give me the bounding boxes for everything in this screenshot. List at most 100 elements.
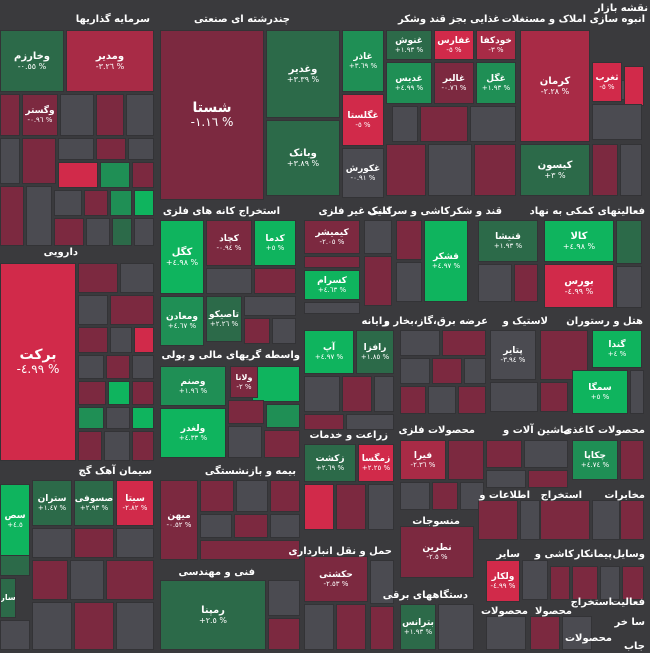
stock-tile[interactable]: وخارزم -٠.٥٥ % <box>0 30 64 92</box>
stock-tile[interactable]: ولکار -٤.٩٩ % <box>486 560 520 602</box>
stock-tile[interactable]: میهن -٠.٥٢ % <box>160 480 198 560</box>
stock-tile[interactable]: ولغدر +٤.٣٣ % <box>160 408 226 458</box>
stock-tile[interactable]: سص +٤.٥ <box>0 484 30 556</box>
heatmap-block <box>528 470 568 488</box>
stock-change: +٣.٣٩ % <box>286 75 320 85</box>
stock-tile[interactable]: کیسون +٣ % <box>520 144 590 196</box>
heatmap-block <box>60 94 94 136</box>
heatmap-block <box>616 266 642 308</box>
sector-label: مخابرات <box>604 490 645 501</box>
heatmap-block <box>428 386 456 414</box>
stock-tile[interactable]: برکت -٤.٩٩ % <box>0 263 76 461</box>
heatmap-block <box>0 94 20 136</box>
stock-symbol: صسوفی <box>74 493 114 504</box>
heatmap-block <box>400 330 440 356</box>
stock-tile[interactable]: غگل +١.٩٣ % <box>476 62 516 104</box>
heatmap-block <box>134 190 154 216</box>
stock-change: -٠.٩١ % <box>350 174 376 183</box>
stock-tile[interactable]: نطرین -٢.٥ % <box>400 526 474 578</box>
sector-label: محصولات کاغذی <box>563 425 645 436</box>
stock-tile[interactable]: آپ +٤.٩٧ % <box>304 330 354 374</box>
heatmap-block <box>22 138 56 184</box>
stock-tile[interactable]: ومدیر -٣.٢٦ % <box>66 30 154 92</box>
stock-tile[interactable]: ثغرب -٥ % <box>592 62 622 102</box>
stock-tile[interactable]: بترانس +١.٩٣ % <box>400 604 436 650</box>
stock-tile[interactable]: کسرام +٤.٦٣ % <box>304 270 360 300</box>
stock-tile[interactable]: ولانا -٢ % <box>230 366 258 398</box>
stock-tile[interactable]: کرمان -٢.٢٨ % <box>520 30 590 142</box>
stock-tile[interactable]: صسوفی +٢.٩٣ % <box>74 480 114 526</box>
heatmap-block <box>116 602 154 650</box>
stock-tile[interactable]: وصنم +١.٩٦ % <box>160 366 226 406</box>
stock-tile[interactable]: فیرا -٢.٣٦ % <box>400 440 446 480</box>
stock-tile[interactable]: تاصیکو +٢.٢٦ % <box>206 296 242 342</box>
stock-symbol: کرمان <box>539 75 571 87</box>
stock-symbol: شستا <box>192 100 232 117</box>
stock-change: -٥ % <box>599 83 615 92</box>
stock-symbol: بورس <box>564 275 594 287</box>
heatmap-block <box>106 560 154 600</box>
stock-tile[interactable]: سمگا +٥ % <box>572 370 628 414</box>
heatmap-block <box>70 560 104 600</box>
stock-symbol: وغدیر <box>288 63 318 75</box>
stock-tile[interactable]: زمگسا +٢.٢٥ % <box>358 444 394 482</box>
stock-tile[interactable]: کگل +٤.٩٨ % <box>160 220 204 294</box>
stock-tile[interactable]: چکاپا +٤.٧٤ % <box>572 440 618 480</box>
stock-symbol: فیرا <box>413 450 433 461</box>
stock-tile[interactable]: غالبر -٠.٧٦ % <box>434 62 474 104</box>
stock-tile[interactable]: سیتا -٢.٨٢ % <box>116 480 154 526</box>
stock-tile[interactable]: پتایر -٣.٩٤ % <box>490 330 536 380</box>
stock-tile[interactable]: غنوش +١.٩٣ % <box>386 30 432 60</box>
heatmap-block <box>470 106 516 142</box>
sector-label: کانی غیر فلزی <box>318 206 392 217</box>
stock-tile[interactable]: گندا +٤ % <box>592 330 642 368</box>
stock-tile[interactable]: ومعادن +٤.٦٧ % <box>160 296 204 346</box>
stock-symbol: حکشتی <box>319 569 353 580</box>
stock-change: +٤ % <box>607 350 627 359</box>
stock-tile[interactable]: غگلستا -٥ % <box>342 94 384 146</box>
stock-tile[interactable]: رمپنا +٢.٥ % <box>160 580 266 650</box>
stock-change: -١.١٦ % <box>190 115 234 130</box>
stock-tile[interactable]: بورس -٤.٩٩ % <box>544 264 614 308</box>
stock-change: -٣.٩٤ % <box>500 356 526 365</box>
stock-symbol: زکشت <box>315 453 345 464</box>
stock-tile[interactable]: کالا +٤.٩٨ % <box>544 220 614 262</box>
stock-tile[interactable]: کچاد -٠.٩٤ % <box>206 220 252 266</box>
heatmap-block <box>54 218 84 246</box>
stock-symbol: کیمیشر <box>315 227 349 238</box>
stock-tile[interactable]: قنیشا +١.٩٣ % <box>478 220 538 262</box>
stock-tile[interactable]: سار <box>0 578 16 618</box>
stock-tile[interactable]: غفارس -٥ % <box>434 30 474 60</box>
heatmap-block <box>78 263 118 293</box>
stock-tile[interactable]: قشکر +٤.٩٧ % <box>424 220 468 302</box>
sector-label: سا خر <box>614 617 646 628</box>
heatmap-block <box>364 256 392 306</box>
stock-tile[interactable]: وغدیر +٣.٣٩ % <box>266 30 340 118</box>
stock-tile[interactable]: خودکفا -٣ % <box>476 30 516 60</box>
heatmap-block <box>432 482 458 510</box>
heatmap-block <box>0 138 20 184</box>
stock-tile[interactable]: غکورش -٠.٩١ % <box>342 148 384 198</box>
stock-tile[interactable]: حکشتی -٢.٥٣ % <box>304 556 368 602</box>
stock-tile[interactable]: غدیس +٤.٩٩ % <box>386 62 432 104</box>
stock-symbol: غالبر <box>442 73 466 84</box>
stock-tile[interactable]: رافزا +١.٨٥ % <box>356 330 394 374</box>
stock-tile[interactable]: کیمیشر -٢.٠٥ % <box>304 220 360 254</box>
heatmap-block <box>448 440 484 480</box>
stock-change: +١.٩٦ % <box>178 387 208 396</box>
stock-change: +١.٩٣ % <box>493 242 523 251</box>
stock-change: +١.٩٣ % <box>403 628 433 637</box>
stock-tile[interactable]: غاذر +٣.٦٩ % <box>342 30 384 92</box>
stock-tile[interactable]: زکشت +٢.٦٩ % <box>304 444 356 482</box>
stock-symbol: کالا <box>570 230 588 242</box>
stock-change: -٠.٩٤ % <box>216 244 242 253</box>
heatmap-block <box>106 355 130 379</box>
stock-tile[interactable]: ستران +١.٤٧ % <box>32 480 72 526</box>
stock-tile[interactable]: شستا -١.١٦ % <box>160 30 264 200</box>
stock-tile[interactable]: وگستر -٠.٩٦ % <box>22 94 58 136</box>
stock-change: +٣.٨٩ % <box>286 159 320 169</box>
stock-tile[interactable]: وبانک +٣.٨٩ % <box>266 120 340 196</box>
stock-symbol: ولانا <box>235 373 253 383</box>
stock-tile[interactable]: کدما +٥ % <box>254 220 296 266</box>
stock-change: +١.٩٣ % <box>394 46 424 55</box>
